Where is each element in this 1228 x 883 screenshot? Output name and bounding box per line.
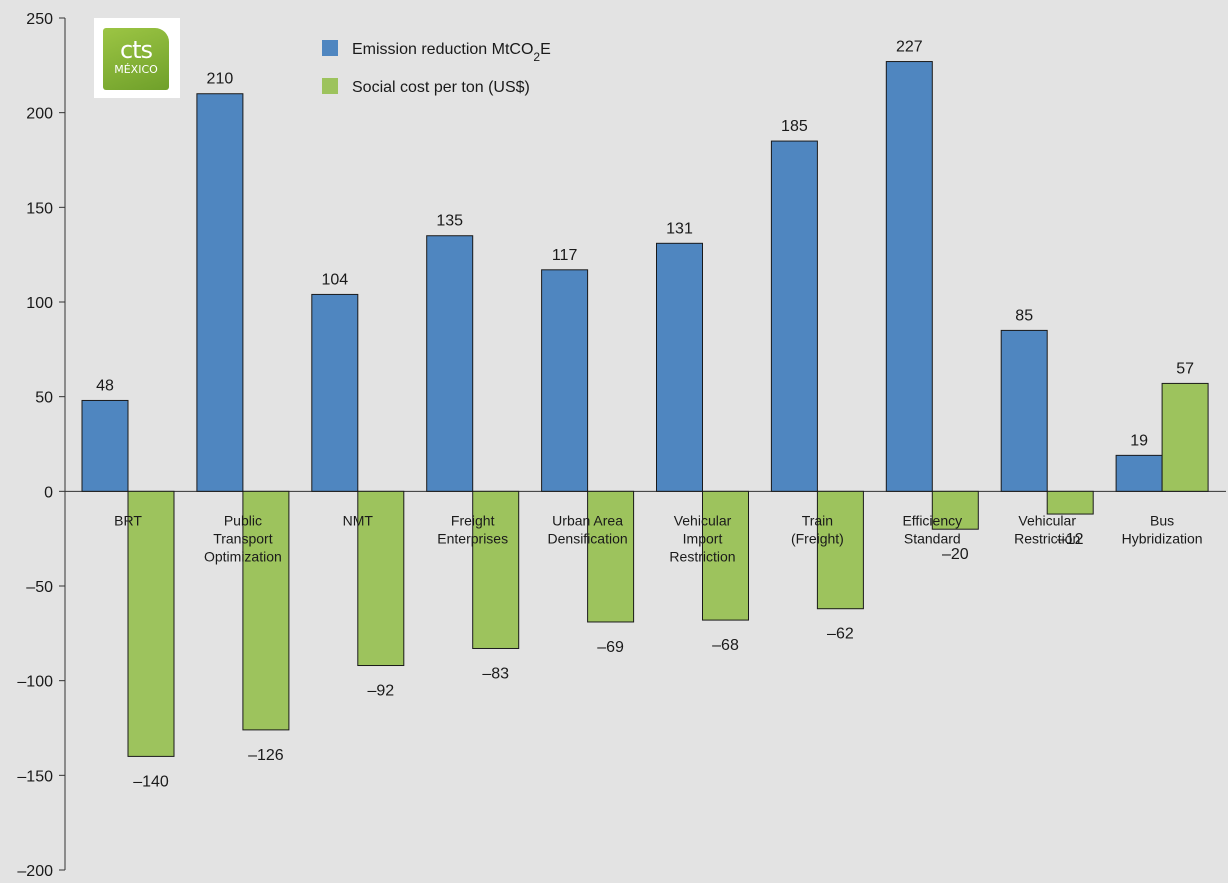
social-cost-value-label: –68 <box>712 637 739 654</box>
y-tick-label: 150 <box>26 200 53 217</box>
emission-bar <box>1115 454 1163 492</box>
social-cost-value-label: –92 <box>367 683 394 700</box>
social-cost-bar <box>1046 490 1094 515</box>
emission-bar <box>426 235 474 492</box>
legend-label: Social cost per ton (US$) <box>352 79 530 96</box>
category-label: Public <box>224 512 262 528</box>
category-label: Restriction <box>669 548 735 564</box>
logo-badge: cts MÉXICO <box>103 28 169 90</box>
legend-swatch <box>322 78 338 94</box>
y-tick-label: –100 <box>17 674 53 691</box>
emission-value-label: 185 <box>781 118 808 135</box>
logo-text-main: cts <box>119 36 153 64</box>
emission-value-label: 227 <box>896 39 923 56</box>
emission-value-label: 135 <box>436 213 463 230</box>
category-label: Restriction <box>1014 530 1080 546</box>
emission-value-label: 131 <box>666 220 693 237</box>
category-label: Efficiency <box>902 512 962 528</box>
category-label: Densification <box>548 530 628 546</box>
emission-bar <box>770 140 818 492</box>
category-label: Standard <box>904 530 961 546</box>
social-cost-value-label: –83 <box>482 665 509 682</box>
y-tick-label: –50 <box>26 579 53 596</box>
y-tick-label: 250 <box>26 11 53 28</box>
emission-value-label: 104 <box>321 271 348 288</box>
y-tick-label: –150 <box>17 768 53 785</box>
legend-label: Emission reduction MtCO2E <box>352 41 551 64</box>
category-label: Freight <box>451 512 495 528</box>
social-cost-bar <box>472 490 520 649</box>
social-cost-value-label: –12 <box>1057 531 1084 548</box>
emission-value-label: 210 <box>207 71 234 88</box>
social-cost-bar <box>816 490 864 610</box>
social-cost-value-label: –20 <box>942 546 969 563</box>
category-label: Vehicular <box>674 512 732 528</box>
y-tick-label: 200 <box>26 106 53 123</box>
emission-value-label: 48 <box>96 377 114 394</box>
category-label: Optimization <box>204 548 282 564</box>
category-label: Vehicular <box>1018 512 1076 528</box>
y-tick-label: –200 <box>17 863 53 878</box>
social-cost-value-label: 57 <box>1176 360 1194 377</box>
cts-mexico-logo: cts MÉXICO <box>94 18 180 98</box>
social-cost-value-label: –126 <box>248 747 284 764</box>
social-cost-bar <box>931 490 979 530</box>
social-cost-value-label: –62 <box>827 626 854 643</box>
y-tick-label: 50 <box>35 390 53 407</box>
emission-value-label: 19 <box>1130 432 1148 449</box>
emission-bar <box>541 269 589 492</box>
social-cost-bar <box>357 490 405 667</box>
category-label: BRT <box>114 512 142 528</box>
social-cost-value-label: –140 <box>133 773 169 790</box>
emission-bar <box>196 93 244 492</box>
category-label: Hybridization <box>1122 530 1203 546</box>
emission-value-label: 85 <box>1015 307 1033 324</box>
category-label: (Freight) <box>791 530 844 546</box>
y-tick-label: 0 <box>44 484 53 501</box>
y-tick-label: 100 <box>26 295 53 312</box>
social-cost-bar <box>127 490 175 757</box>
emission-bar <box>656 242 703 492</box>
social-cost-bar <box>587 490 635 623</box>
category-label: Import <box>683 530 723 546</box>
category-label: Bus <box>1150 512 1174 528</box>
emission-bar <box>885 61 933 492</box>
category-label: Transport <box>213 530 273 546</box>
legend-swatch <box>322 40 338 56</box>
emission-bar <box>311 293 359 492</box>
category-label: NMT <box>343 512 374 528</box>
social-cost-value-label: –69 <box>597 639 624 656</box>
emission-bar <box>81 399 129 492</box>
social-cost-bar <box>1161 382 1209 492</box>
social-cost-bar <box>242 490 290 731</box>
category-label: Train <box>802 512 833 528</box>
emission-bar <box>1000 329 1048 492</box>
social-cost-bar <box>702 490 749 621</box>
category-label: Urban Area <box>552 512 623 528</box>
emission-value-label: 117 <box>552 247 578 264</box>
category-label: Enterprises <box>437 530 508 546</box>
logo-text-sub: MÉXICO <box>114 63 158 76</box>
